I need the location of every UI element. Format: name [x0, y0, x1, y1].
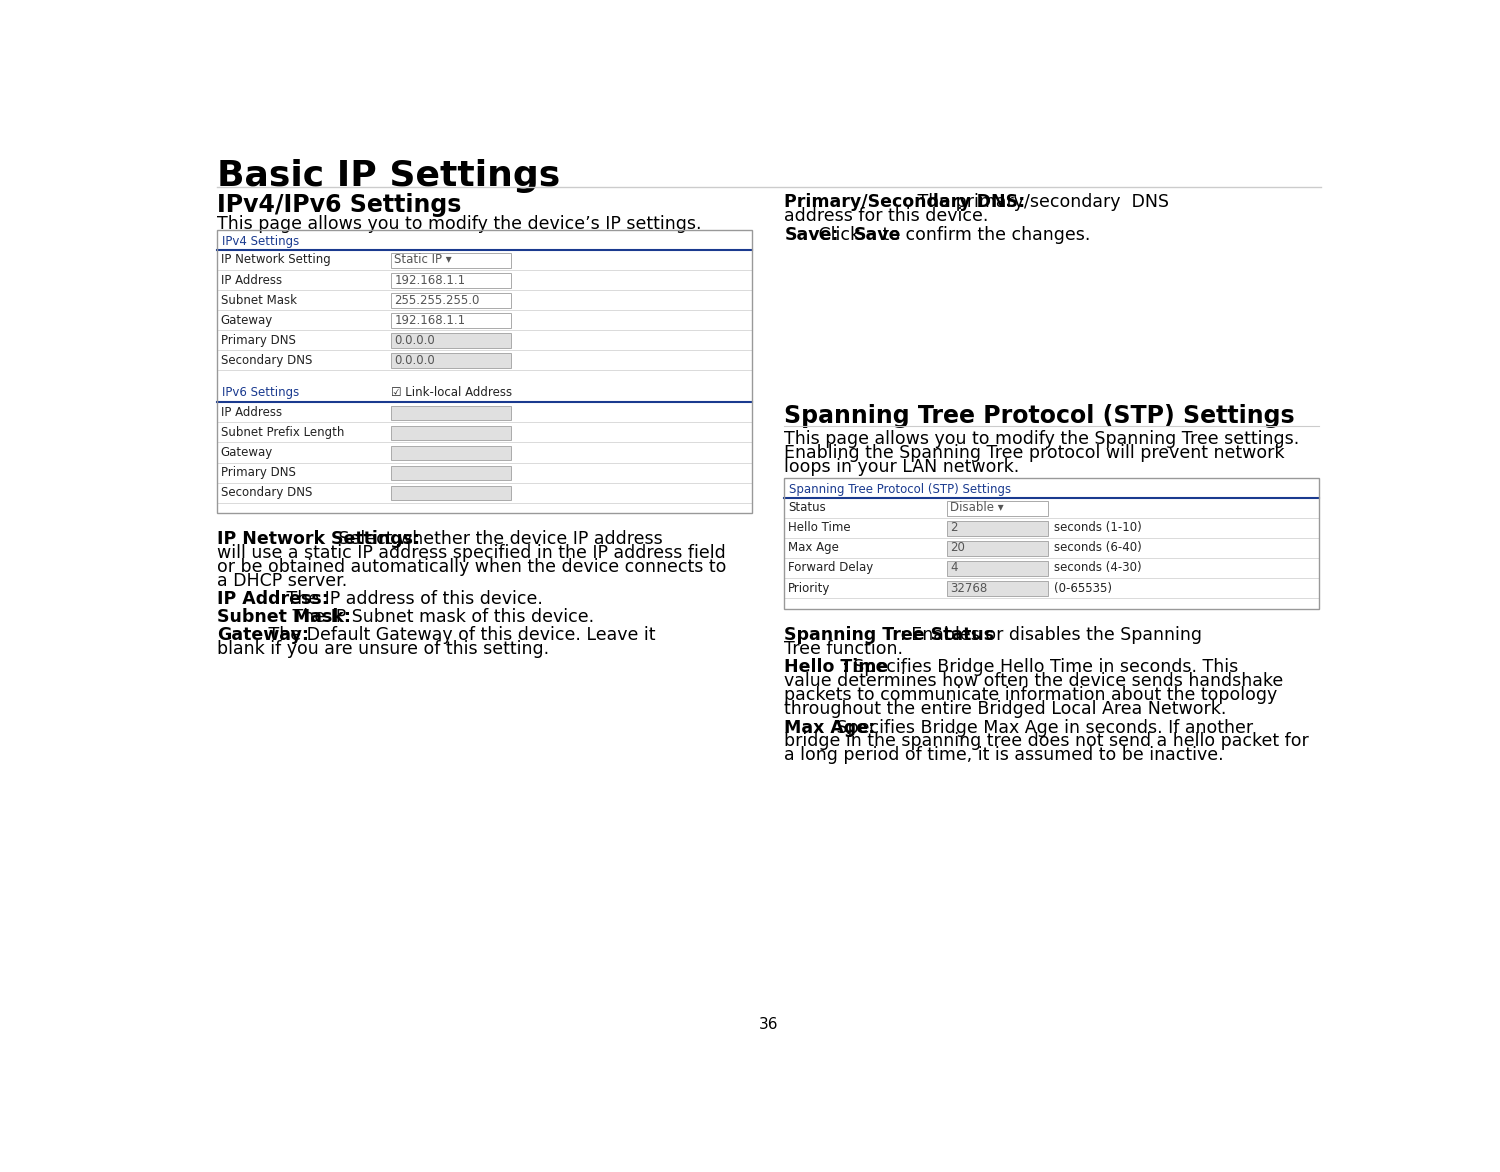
Text: IP Network Setting: IP Network Setting — [220, 253, 330, 266]
Bar — [392, 445, 512, 461]
Text: Primary DNS: Primary DNS — [220, 334, 296, 347]
Text: Select whether the device IP address: Select whether the device IP address — [333, 530, 663, 548]
Text: The Default Gateway of this device. Leave it: The Default Gateway of this device. Leav… — [264, 626, 656, 643]
Text: seconds (1-10): seconds (1-10) — [1054, 522, 1142, 534]
Text: Subnet Prefix Length: Subnet Prefix Length — [220, 425, 344, 440]
Text: Hello Time: Hello Time — [788, 522, 850, 534]
Text: Max Age:: Max Age: — [784, 718, 876, 737]
Bar — [946, 561, 1047, 575]
Text: Tree function.: Tree function. — [784, 640, 903, 657]
Text: Enabling the Spanning Tree protocol will prevent network: Enabling the Spanning Tree protocol will… — [784, 444, 1284, 462]
Text: Status: Status — [788, 502, 826, 515]
Text: Subnet Mask:: Subnet Mask: — [217, 608, 351, 626]
Text: Save: Save — [853, 226, 901, 244]
Bar — [392, 313, 512, 328]
Text: Primary/Secondary DNS:: Primary/Secondary DNS: — [784, 193, 1026, 211]
Bar — [392, 485, 512, 500]
Text: Spanning Tree Protocol (STP) Settings: Spanning Tree Protocol (STP) Settings — [784, 404, 1294, 428]
Bar — [946, 581, 1047, 595]
Text: 36: 36 — [759, 1017, 778, 1033]
Text: Click: Click — [813, 226, 865, 244]
Bar — [392, 406, 512, 420]
Text: IPv4 Settings: IPv4 Settings — [222, 236, 298, 248]
Text: Gateway: Gateway — [220, 447, 273, 459]
Text: Gateway:: Gateway: — [217, 626, 309, 643]
Text: Save:: Save: — [784, 226, 838, 244]
Text: The IP address of this device.: The IP address of this device. — [280, 590, 543, 608]
Text: 0.0.0.0: 0.0.0.0 — [394, 334, 435, 347]
Bar — [392, 333, 512, 348]
Text: value determines how often the device sends handshake: value determines how often the device se… — [784, 673, 1284, 690]
Text: IP Network Settings:: IP Network Settings: — [217, 530, 420, 548]
Text: packets to communicate information about the topology: packets to communicate information about… — [784, 686, 1278, 704]
Text: Gateway: Gateway — [220, 314, 273, 327]
Text: IPv6 Settings: IPv6 Settings — [222, 387, 298, 400]
Text: Static IP ▾: Static IP ▾ — [394, 253, 451, 266]
Text: 255.255.255.0: 255.255.255.0 — [394, 293, 480, 307]
Bar — [392, 425, 512, 441]
Text: 20: 20 — [950, 541, 964, 554]
Text: loops in your LAN network.: loops in your LAN network. — [784, 458, 1020, 476]
Text: : Specifies Bridge Hello Time in seconds. This: : Specifies Bridge Hello Time in seconds… — [843, 659, 1239, 676]
Text: Spanning Tree Status: Spanning Tree Status — [784, 626, 994, 643]
Text: seconds (4-30): seconds (4-30) — [1054, 561, 1142, 574]
Text: IP Address: IP Address — [220, 273, 282, 286]
Text: bridge in the spanning tree does not send a hello packet for: bridge in the spanning tree does not sen… — [784, 732, 1310, 750]
Bar — [392, 353, 512, 368]
Text: Secondary DNS: Secondary DNS — [220, 486, 312, 499]
Text: 2: 2 — [950, 522, 957, 534]
Text: This page allows you to modify the device’s IP settings.: This page allows you to modify the devic… — [217, 214, 702, 232]
Text: Subnet Mask: Subnet Mask — [220, 293, 297, 307]
Text: blank if you are unsure of this setting.: blank if you are unsure of this setting. — [217, 640, 549, 657]
Text: will use a static IP address specified in the IP address field: will use a static IP address specified i… — [217, 544, 726, 563]
Text: 192.168.1.1: 192.168.1.1 — [394, 314, 465, 327]
Text: Disable ▾: Disable ▾ — [950, 502, 1004, 515]
Text: ☑ Link-local Address: ☑ Link-local Address — [392, 387, 513, 400]
Text: 192.168.1.1: 192.168.1.1 — [394, 273, 465, 286]
Text: to confirm the changes.: to confirm the changes. — [878, 226, 1090, 244]
Text: This page allows you to modify the Spanning Tree settings.: This page allows you to modify the Spann… — [784, 430, 1299, 448]
Text: Priority: Priority — [788, 581, 831, 594]
Bar — [392, 253, 512, 267]
Text: IPv4/IPv6 Settings: IPv4/IPv6 Settings — [217, 193, 462, 217]
Bar — [946, 522, 1047, 536]
Text: Hello Time: Hello Time — [784, 659, 888, 676]
Bar — [946, 541, 1047, 556]
Text: 4: 4 — [950, 561, 957, 574]
Bar — [392, 293, 512, 308]
Text: : Enables or disables the Spanning: : Enables or disables the Spanning — [900, 626, 1203, 643]
Text: IP Address: IP Address — [220, 406, 282, 418]
Text: Specifies Bridge Max Age in seconds. If another: Specifies Bridge Max Age in seconds. If … — [831, 718, 1252, 737]
Text: seconds (6-40): seconds (6-40) — [1054, 541, 1142, 554]
Text: Spanning Tree Protocol (STP) Settings: Spanning Tree Protocol (STP) Settings — [789, 483, 1011, 496]
Bar — [784, 478, 1318, 608]
Text: a long period of time, it is assumed to be inactive.: a long period of time, it is assumed to … — [784, 747, 1224, 764]
Text: Forward Delay: Forward Delay — [788, 561, 873, 574]
Bar — [217, 230, 752, 513]
Text: 32768: 32768 — [950, 581, 987, 594]
Text: address for this device.: address for this device. — [784, 207, 988, 225]
Text: Max Age: Max Age — [788, 541, 838, 554]
Text: The primary/secondary  DNS: The primary/secondary DNS — [912, 193, 1168, 211]
Text: Primary DNS: Primary DNS — [220, 466, 296, 479]
Text: Basic IP Settings: Basic IP Settings — [217, 159, 560, 193]
Bar — [392, 273, 512, 287]
Bar — [392, 465, 512, 481]
Text: 0.0.0.0: 0.0.0.0 — [394, 354, 435, 367]
Bar — [946, 500, 1047, 516]
Text: or be obtained automatically when the device connects to: or be obtained automatically when the de… — [217, 558, 726, 575]
Text: a DHCP server.: a DHCP server. — [217, 572, 346, 590]
Text: Secondary DNS: Secondary DNS — [220, 354, 312, 367]
Text: IP Address:: IP Address: — [217, 590, 328, 608]
Text: The IP Subnet mask of this device.: The IP Subnet mask of this device. — [286, 608, 594, 626]
Text: throughout the entire Bridged Local Area Network.: throughout the entire Bridged Local Area… — [784, 700, 1227, 718]
Text: (0-65535): (0-65535) — [1054, 581, 1112, 594]
